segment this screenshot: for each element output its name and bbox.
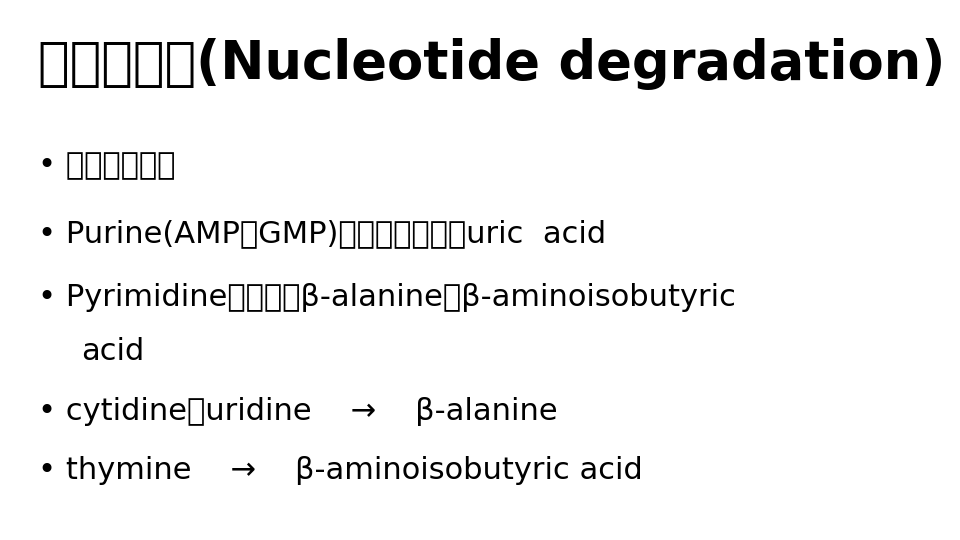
Text: • Pyrimidine被分解成β-alanine或β-aminoisobutyric: • Pyrimidine被分解成β-alanine或β-aminoisobuty… — [38, 284, 736, 313]
Text: acid: acid — [82, 338, 145, 367]
Text: • Purine(AMP、GMP)分解的終產物是uric  acid: • Purine(AMP、GMP)分解的終產物是uric acid — [38, 219, 607, 248]
Text: • thymine    →    β-aminoisobutyric acid: • thymine → β-aminoisobutyric acid — [38, 456, 643, 485]
Text: 核苷酸分解(Nucleotide degradation): 核苷酸分解(Nucleotide degradation) — [38, 38, 946, 90]
Text: • 在人類與鳥類: • 在人類與鳥類 — [38, 151, 176, 180]
Text: • cytidine、uridine    →    β-alanine: • cytidine、uridine → β-alanine — [38, 397, 558, 426]
